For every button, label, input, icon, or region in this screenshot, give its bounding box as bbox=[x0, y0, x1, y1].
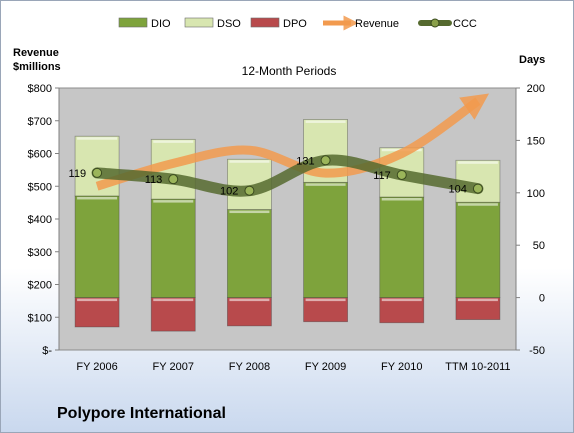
left-axis-label-line2: $millions bbox=[13, 61, 61, 73]
x-tick-label-1: FY 2007 bbox=[153, 361, 194, 373]
bar-highlight-dio-3 bbox=[305, 183, 346, 186]
ccc-data-label-0: 119 bbox=[69, 168, 87, 180]
left-tick-label-6: $600 bbox=[28, 149, 52, 161]
bar-dpo-2 bbox=[227, 297, 272, 327]
bar-dio-5 bbox=[455, 201, 501, 298]
bar-highlight-dso-3 bbox=[305, 120, 346, 123]
left-axis: $- $100 $200 $300 $400 $500 $600 $700 $800 bbox=[28, 83, 60, 357]
bar-dio-0 bbox=[74, 195, 120, 298]
lines-group: 119 113 102 131 117 104 bbox=[69, 93, 490, 198]
ccc-point-5 bbox=[472, 183, 483, 194]
legend-swatch-dio bbox=[118, 17, 148, 28]
bar-dpo-0 bbox=[74, 297, 120, 328]
bar-dpo-5 bbox=[455, 297, 501, 321]
bar-highlight-dpo-5 bbox=[457, 298, 498, 302]
bar-dso-0 bbox=[74, 135, 120, 197]
left-tick-label-3: $300 bbox=[28, 247, 52, 259]
right-tick-label-2: 50 bbox=[533, 240, 545, 252]
bar-dio-3 bbox=[303, 181, 348, 299]
bars-group bbox=[74, 119, 501, 332]
legend-label-dio: DIO bbox=[151, 18, 171, 30]
bar-dio-1 bbox=[150, 198, 196, 298]
left-tick-label-1: $100 bbox=[28, 312, 52, 324]
right-tick-label-0: -50 bbox=[529, 345, 545, 357]
bar-highlight-dso-0 bbox=[77, 137, 118, 140]
right-tick-label-1: 0 bbox=[539, 293, 545, 305]
ccc-data-label-1: 113 bbox=[145, 174, 163, 186]
right-axis: -50 0 50 100 150 200 bbox=[515, 83, 545, 357]
left-axis-label-line1: Revenue bbox=[13, 47, 59, 59]
right-tick-label-5: 200 bbox=[527, 83, 545, 95]
ccc-data-label-3: 131 bbox=[296, 155, 314, 167]
legend-marker-ccc bbox=[430, 18, 440, 28]
x-tick-label-5: TTM 10-2011 bbox=[445, 361, 510, 373]
bar-highlight-dpo-0 bbox=[77, 298, 118, 302]
x-tick-label-3: FY 2009 bbox=[305, 361, 346, 373]
legend-label-revenue: Revenue bbox=[355, 18, 399, 30]
ccc-point-1 bbox=[168, 174, 179, 185]
bar-highlight-dio-1 bbox=[153, 200, 194, 203]
x-tick-label-0: FY 2006 bbox=[76, 361, 117, 373]
ccc-line bbox=[91, 154, 484, 197]
right-tick-label-4: 150 bbox=[527, 135, 545, 147]
bar-highlight-dso-5 bbox=[457, 161, 498, 164]
left-tick-label-2: $200 bbox=[28, 280, 52, 292]
chart-title: 12-Month Periods bbox=[242, 64, 337, 78]
left-tick-label-7: $700 bbox=[28, 116, 52, 128]
right-tick-label-3: 100 bbox=[527, 188, 545, 200]
legend-swatch-dpo bbox=[250, 17, 280, 28]
legend-label-dso: DSO bbox=[217, 18, 241, 30]
bar-highlight-dio-0 bbox=[77, 196, 118, 200]
legend-label-ccc: CCC bbox=[453, 18, 477, 30]
revenue-line bbox=[95, 93, 490, 191]
legend-swatch-dso bbox=[184, 17, 214, 28]
bar-highlight-dpo-3 bbox=[305, 298, 346, 302]
bar-highlight-dpo-4 bbox=[381, 298, 422, 302]
left-tick-label-4: $400 bbox=[28, 214, 52, 226]
bar-highlight-dio-4 bbox=[381, 197, 422, 201]
bar-dpo-4 bbox=[379, 297, 425, 324]
bar-dio-4 bbox=[379, 196, 425, 299]
bar-highlight-dpo-1 bbox=[153, 298, 194, 302]
ccc-data-label-2: 102 bbox=[220, 186, 238, 198]
ccc-data-label-5: 104 bbox=[449, 184, 467, 196]
legend: DIO DSO DPO Revenue CCC bbox=[118, 15, 477, 31]
right-axis-label: Days bbox=[519, 54, 545, 66]
left-tick-label-0: $- bbox=[42, 345, 52, 357]
ccc-point-0 bbox=[92, 167, 103, 178]
bar-dio-2 bbox=[227, 209, 272, 298]
x-tick-label-4: FY 2010 bbox=[381, 361, 422, 373]
x-axis: FY 2006 FY 2007 FY 2008 FY 2009 FY 2010 TTM 1… bbox=[76, 361, 510, 373]
bar-highlight-dso-1 bbox=[153, 140, 194, 143]
left-tick-label-8: $800 bbox=[28, 83, 52, 95]
bar-highlight-dio-2 bbox=[229, 210, 270, 214]
bar-dpo-3 bbox=[303, 297, 348, 323]
legend-label-dpo: DPO bbox=[283, 18, 307, 30]
bar-highlight-dso-2 bbox=[229, 160, 270, 163]
left-tick-label-5: $500 bbox=[28, 181, 52, 193]
ccc-point-3 bbox=[320, 155, 331, 166]
ccc-point-2 bbox=[244, 185, 255, 196]
company-name: Polypore International bbox=[57, 405, 226, 422]
bar-dpo-1 bbox=[150, 297, 196, 332]
ccc-data-label-4: 117 bbox=[373, 170, 391, 182]
bar-highlight-dpo-2 bbox=[229, 298, 270, 302]
bar-highlight-dio-5 bbox=[457, 203, 498, 206]
x-tick-label-2: FY 2008 bbox=[229, 361, 270, 373]
ccc-point-4 bbox=[396, 169, 407, 180]
